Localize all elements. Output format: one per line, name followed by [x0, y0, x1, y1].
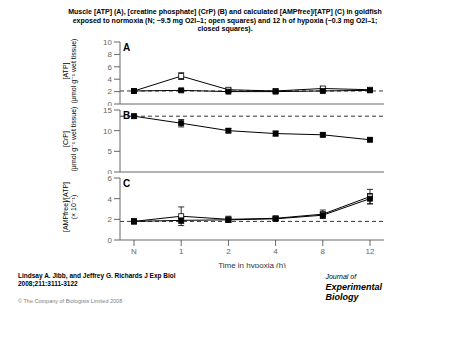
svg-text:N: N [131, 246, 137, 255]
svg-text:2: 2 [108, 215, 113, 224]
html-text:Lindsay A. Jibb, and Jeffrey G: Lindsay A. Jibb, and Jeffrey G. Richards… [18, 271, 176, 287]
svg-text:6: 6 [108, 62, 113, 71]
svg-text:2: 2 [108, 87, 113, 96]
svg-text:15: 15 [103, 106, 112, 115]
html-text:Muscle [ATP] (A), [creatine ph: Muscle [ATP] (A), [creatine phosphate] (… [68, 8, 382, 32]
html-text:B: B [123, 109, 131, 121]
svg-text:2: 2 [226, 246, 231, 255]
svg-text:10: 10 [103, 126, 112, 135]
svg-text:5: 5 [108, 147, 113, 156]
svg-text:12: 12 [366, 246, 375, 255]
html-text:Journal of: Journal of [325, 272, 357, 280]
svg-text:10: 10 [103, 38, 112, 47]
svg-text:Time in hypoxia (h): Time in hypoxia (h) [218, 261, 286, 268]
svg-text:8: 8 [108, 50, 113, 59]
svg-text:4: 4 [108, 194, 113, 203]
html-text:A: A [123, 41, 131, 53]
svg-text:6: 6 [108, 174, 113, 183]
html-text:[AMPfree]/[ATP] (× 10⁻¹): [AMPfree]/[ATP] (× 10⁻¹) [62, 181, 77, 232]
svg-text:0: 0 [108, 235, 113, 244]
html-text:Biology: Biology [325, 291, 359, 302]
svg-text:1: 1 [179, 246, 184, 255]
svg-text:4: 4 [108, 75, 113, 84]
html-text:[ATP] (μmol g⁻¹ wet tissue): [ATP] (μmol g⁻¹ wet tissue) [62, 38, 77, 103]
html-text:© The Company of Biologists Li: © The Company of Biologists Limited 2008 [18, 297, 123, 304]
html-text:Experimental: Experimental [325, 281, 382, 292]
svg-text:8: 8 [321, 246, 326, 255]
html-text:C: C [123, 177, 131, 189]
svg-text:4: 4 [273, 246, 278, 255]
html-text:[CrP] (μmol g⁻¹ wet tissue): [CrP] (μmol g⁻¹ wet tissue) [62, 106, 77, 171]
